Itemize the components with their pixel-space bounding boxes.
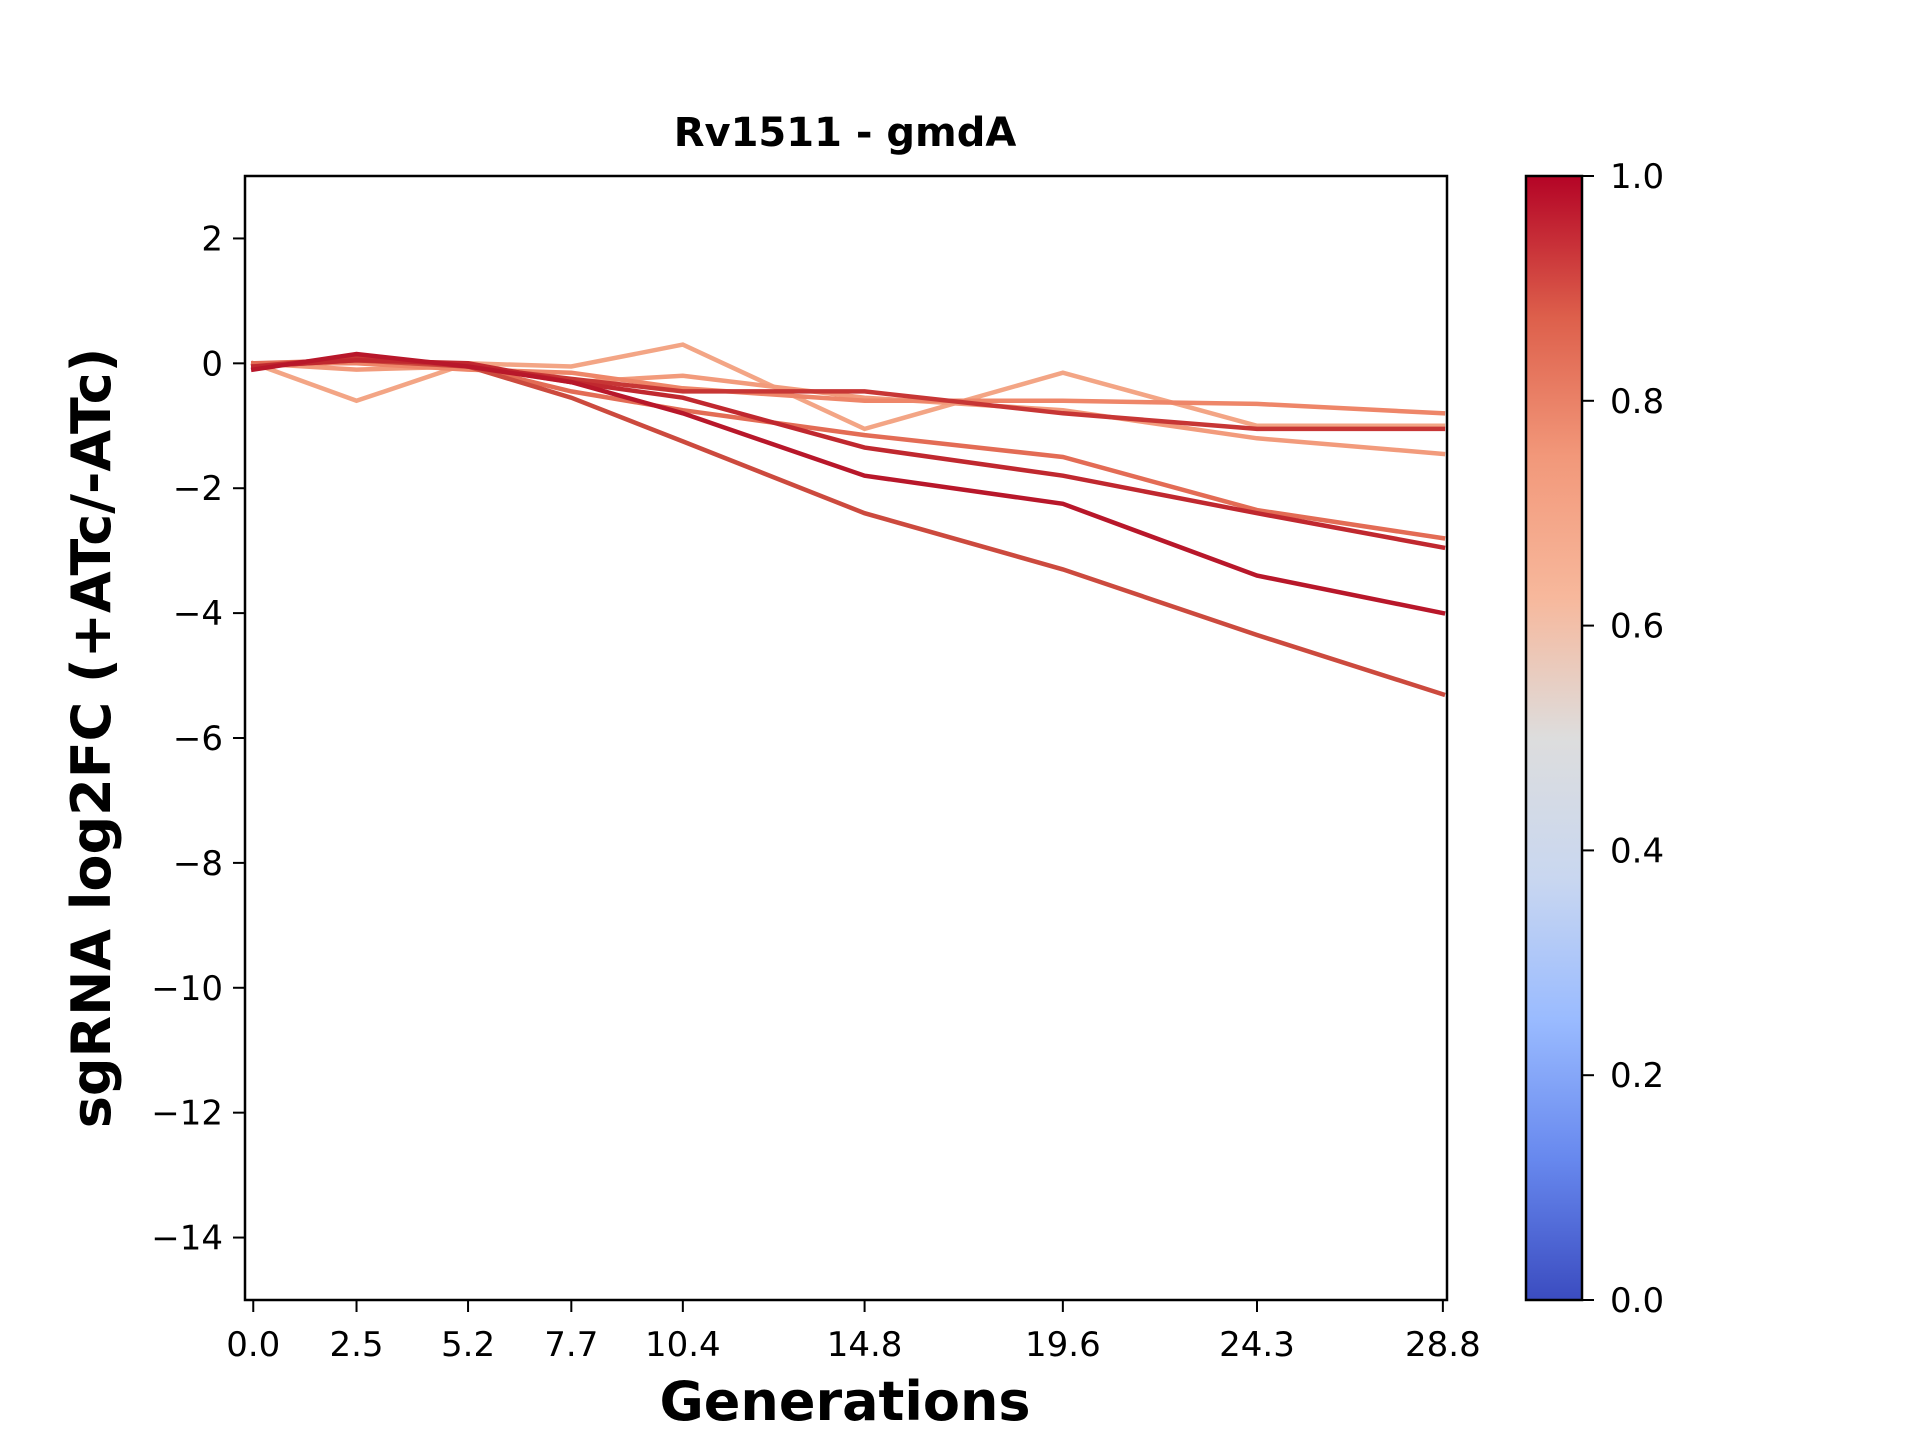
y-tick-label: −12 <box>151 1094 223 1134</box>
x-tick-label: 0.0 <box>226 1325 280 1365</box>
colorbar-tick-label: 0.2 <box>1610 1056 1664 1096</box>
colorbar-tick-label: 0.0 <box>1610 1281 1664 1321</box>
y-tick-label: −4 <box>173 594 223 634</box>
y-tick-label: 0 <box>201 344 223 384</box>
x-tick-label: 7.7 <box>544 1325 598 1365</box>
x-tick-label: 24.3 <box>1219 1325 1295 1365</box>
colorbar-frame <box>1524 174 1584 1302</box>
colorbar-tick-label: 0.4 <box>1610 831 1664 871</box>
x-tick-label: 2.5 <box>329 1325 383 1365</box>
y-tick-label: −6 <box>173 719 223 759</box>
colorbar-tick-label: 1.0 <box>1610 157 1664 197</box>
y-axis-ticks: 2 0 −2 −4 −6 −8 −10 −12 −14 <box>151 219 245 1259</box>
x-tick-label: 5.2 <box>441 1325 495 1365</box>
series-line-5 <box>250 357 1446 698</box>
series-line-3 <box>251 361 1446 416</box>
y-tick-label: 2 <box>201 219 223 259</box>
colorbar-tick-label: 0.8 <box>1610 382 1664 422</box>
colorbar-tick-label: 0.6 <box>1610 607 1664 647</box>
plot-frame <box>243 174 1449 1302</box>
y-tick-label: −10 <box>151 969 223 1009</box>
series-line-2 <box>250 360 1446 457</box>
chart-title: Rv1511 - gmdA <box>674 110 1017 156</box>
series-line-4 <box>250 357 1446 541</box>
y-tick-label: −2 <box>173 469 223 509</box>
y-axis-label: sgRNA log2FC (+ATc/-ATc) <box>60 348 123 1129</box>
x-axis-ticks: 0.0 2.5 5.2 7.7 10.4 14.8 19.6 24.3 28.8 <box>226 1300 1481 1365</box>
colorbar-ticks: 0.0 0.2 0.4 0.6 0.8 1.0 <box>1582 157 1664 1321</box>
y-tick-label: −14 <box>151 1219 223 1259</box>
series-group <box>250 342 1446 698</box>
x-tick-label: 10.4 <box>645 1325 721 1365</box>
series-line-1 <box>250 342 1446 432</box>
series-line-7 <box>250 357 1446 551</box>
y-tick-label: −8 <box>173 844 223 884</box>
x-tick-label: 19.6 <box>1025 1325 1101 1365</box>
x-tick-label: 28.8 <box>1405 1325 1481 1365</box>
x-tick-label: 14.8 <box>827 1325 903 1365</box>
colorbar <box>1526 176 1582 1300</box>
x-axis-label: Generations <box>659 1370 1030 1433</box>
series-line-8 <box>250 351 1446 616</box>
